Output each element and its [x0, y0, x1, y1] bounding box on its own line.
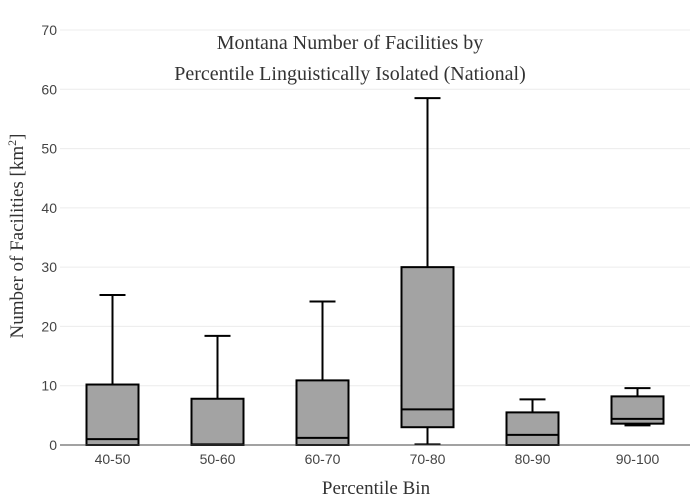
y-tick-label: 40 [41, 200, 57, 216]
y-axis-title: Number of Facilities [km2] [5, 134, 28, 339]
y-tick-label: 20 [41, 318, 57, 334]
x-tick-label: 60-70 [305, 451, 341, 467]
y-tick-label: 60 [41, 81, 57, 97]
y-tick-label: 50 [41, 141, 57, 157]
grid-lines [60, 29, 690, 387]
y-axis-title-main: Number of Facilities [km [7, 146, 28, 339]
x-tick-label: 40-50 [95, 451, 131, 467]
box-80-90 [505, 398, 560, 446]
y-axis-title-superscript: 2 [5, 140, 19, 146]
box-90-100 [610, 387, 665, 427]
iqr-box [505, 411, 560, 446]
iqr-box [400, 266, 455, 429]
x-axis-title: Percentile Bin [322, 478, 431, 499]
y-tick-label: 10 [41, 378, 57, 394]
iqr-box [295, 379, 350, 446]
iqr-box [85, 383, 140, 446]
box-70-80 [400, 97, 455, 446]
box-40-50 [85, 294, 140, 446]
chart-title-line-2: Percentile Linguistically Isolated (Nati… [174, 63, 526, 85]
x-axis: 40-50 50-60 60-70 70-80 80-90 90-100 [60, 444, 690, 467]
chart-title-line-1: Montana Number of Facilities by [217, 32, 484, 54]
box-50-60 [190, 334, 245, 446]
x-tick-label: 70-80 [410, 451, 446, 467]
y-axis-title-close: ] [7, 134, 28, 140]
y-tick-label: 30 [41, 259, 57, 275]
y-axis: 0 10 20 30 40 50 60 70 [41, 22, 57, 453]
x-tick-label: 50-60 [200, 451, 236, 467]
box-60-70 [295, 300, 350, 446]
iqr-box [190, 397, 245, 446]
x-tick-label: 90-100 [616, 451, 660, 467]
boxes [85, 97, 665, 446]
y-tick-label: 0 [49, 437, 57, 453]
x-tick-label: 80-90 [515, 451, 551, 467]
y-tick-label: 70 [41, 22, 57, 38]
